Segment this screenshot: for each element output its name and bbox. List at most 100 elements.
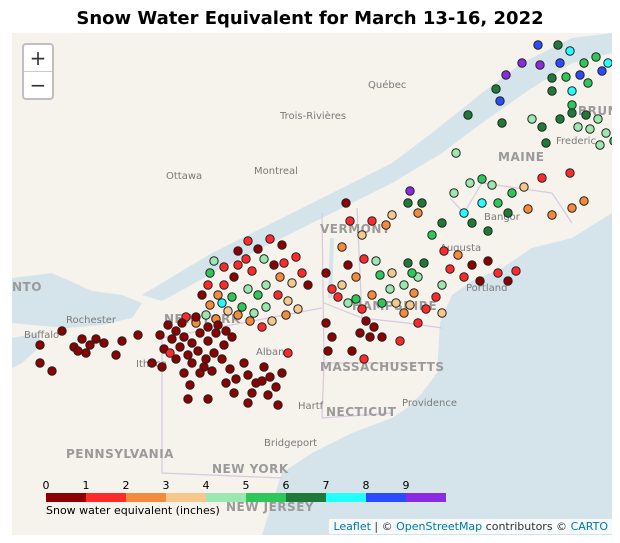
station-marker[interactable] <box>419 258 429 268</box>
station-marker[interactable] <box>597 66 607 76</box>
station-marker[interactable] <box>365 332 375 342</box>
station-marker[interactable] <box>229 272 239 282</box>
station-marker[interactable] <box>225 364 235 374</box>
station-marker[interactable] <box>381 220 391 230</box>
station-marker[interactable] <box>359 354 369 364</box>
station-marker[interactable] <box>253 290 263 300</box>
station-marker[interactable] <box>265 372 275 382</box>
station-marker[interactable] <box>117 336 127 346</box>
station-marker[interactable] <box>507 188 517 198</box>
station-marker[interactable] <box>293 304 303 314</box>
station-marker[interactable] <box>547 73 557 83</box>
station-marker[interactable] <box>177 318 187 328</box>
station-marker[interactable] <box>47 366 57 376</box>
station-marker[interactable] <box>283 296 293 306</box>
station-marker[interactable] <box>209 348 219 358</box>
station-marker[interactable] <box>333 292 343 302</box>
station-marker[interactable] <box>427 230 437 240</box>
station-marker[interactable] <box>357 304 367 314</box>
station-marker[interactable] <box>211 328 221 338</box>
station-marker[interactable] <box>213 320 223 330</box>
station-marker[interactable] <box>343 298 353 308</box>
station-marker[interactable] <box>359 254 369 264</box>
station-marker[interactable] <box>347 346 357 356</box>
station-marker[interactable] <box>593 114 603 124</box>
station-marker[interactable] <box>323 346 333 356</box>
station-marker[interactable] <box>437 280 447 290</box>
station-marker[interactable] <box>361 316 371 326</box>
station-marker[interactable] <box>183 394 193 404</box>
station-marker[interactable] <box>483 256 493 266</box>
station-marker[interactable] <box>477 174 487 184</box>
station-marker[interactable] <box>273 400 283 410</box>
station-marker[interactable] <box>475 276 485 286</box>
station-marker[interactable] <box>357 230 367 240</box>
station-marker[interactable] <box>487 180 497 190</box>
station-marker[interactable] <box>233 246 243 256</box>
station-marker[interactable] <box>147 358 157 368</box>
station-marker[interactable] <box>171 326 181 336</box>
station-marker[interactable] <box>467 218 477 228</box>
station-marker[interactable] <box>527 114 537 124</box>
station-marker[interactable] <box>261 302 271 312</box>
station-marker[interactable] <box>403 198 413 208</box>
station-marker[interactable] <box>99 338 109 348</box>
station-marker[interactable] <box>265 234 275 244</box>
station-marker[interactable] <box>535 60 545 70</box>
station-marker[interactable] <box>407 268 417 278</box>
station-marker[interactable] <box>279 258 289 268</box>
map-canvas[interactable]: Québec Trois-Rivières Ottawa Montreal MA… <box>12 33 612 535</box>
station-marker[interactable] <box>287 278 297 288</box>
station-marker[interactable] <box>243 236 253 246</box>
station-marker[interactable] <box>257 376 267 386</box>
station-marker[interactable] <box>601 128 611 138</box>
station-marker[interactable] <box>203 280 213 290</box>
station-marker[interactable] <box>413 318 423 328</box>
station-marker[interactable] <box>503 276 513 286</box>
station-marker[interactable] <box>157 362 167 372</box>
station-marker[interactable] <box>537 173 547 183</box>
station-marker[interactable] <box>267 316 277 326</box>
station-marker[interactable] <box>413 208 423 218</box>
station-marker[interactable] <box>241 254 251 264</box>
station-marker[interactable] <box>585 124 595 134</box>
station-marker[interactable] <box>213 290 223 300</box>
station-marker[interactable] <box>439 246 449 256</box>
station-marker[interactable] <box>523 204 533 214</box>
station-marker[interactable] <box>259 254 269 264</box>
station-marker[interactable] <box>217 354 227 364</box>
osm-link[interactable]: OpenStreetMap <box>396 520 483 533</box>
station-marker[interactable] <box>91 334 101 344</box>
station-marker[interactable] <box>337 242 347 252</box>
station-marker[interactable] <box>547 86 557 96</box>
station-marker[interactable] <box>403 258 413 268</box>
station-marker[interactable] <box>533 40 543 50</box>
station-marker[interactable] <box>35 358 45 368</box>
station-marker[interactable] <box>277 240 287 250</box>
station-marker[interactable] <box>247 388 257 398</box>
station-marker[interactable] <box>245 316 255 326</box>
station-marker[interactable] <box>167 334 177 344</box>
station-marker[interactable] <box>183 350 193 360</box>
station-marker[interactable] <box>187 358 197 368</box>
station-marker[interactable] <box>467 260 477 270</box>
station-marker[interactable] <box>517 58 527 68</box>
station-marker[interactable] <box>233 310 243 320</box>
station-marker[interactable] <box>175 342 185 352</box>
station-marker[interactable] <box>503 208 513 218</box>
station-marker[interactable] <box>345 216 355 226</box>
station-marker[interactable] <box>459 208 469 218</box>
station-marker[interactable] <box>579 196 589 206</box>
station-marker[interactable] <box>367 216 377 226</box>
station-marker[interactable] <box>399 308 409 318</box>
station-marker[interactable] <box>369 322 379 332</box>
station-marker[interactable] <box>567 203 577 213</box>
station-marker[interactable] <box>297 268 307 278</box>
station-marker[interactable] <box>495 96 505 106</box>
station-marker[interactable] <box>239 358 249 368</box>
station-marker[interactable] <box>185 380 195 390</box>
station-marker[interactable] <box>567 100 577 110</box>
station-marker[interactable] <box>553 40 563 50</box>
station-marker[interactable] <box>565 46 575 56</box>
station-marker[interactable] <box>431 292 441 302</box>
